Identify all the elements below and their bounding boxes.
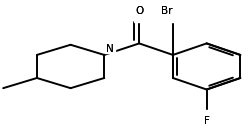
Bar [158,15,174,22]
Text: F: F [203,116,209,126]
Text: N: N [106,44,113,54]
Text: Br: Br [160,6,172,16]
Bar [134,14,144,22]
Text: O: O [134,6,143,16]
Text: N: N [106,44,113,54]
Bar [104,46,114,53]
Bar [202,109,210,117]
Text: O: O [134,6,143,16]
Text: F: F [203,116,209,126]
Text: Br: Br [160,6,172,16]
